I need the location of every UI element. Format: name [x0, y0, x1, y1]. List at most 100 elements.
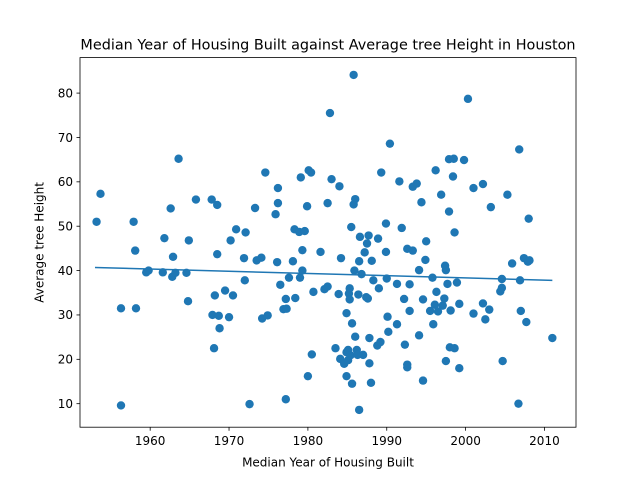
data-point-90: [347, 379, 357, 388]
data-point-66: [307, 350, 317, 359]
data-point-31: [228, 291, 238, 300]
data-point-176: [478, 179, 488, 189]
data-point-1: [96, 189, 105, 199]
data-point-74: [331, 344, 340, 353]
data-point-156: [440, 294, 449, 303]
data-point-41: [261, 168, 270, 177]
data-point-45: [273, 198, 283, 208]
data-point-118: [376, 337, 385, 347]
data-point-24: [213, 249, 222, 259]
data-point-57: [295, 273, 305, 282]
data-point-123: [383, 312, 392, 321]
data-point-42: [263, 311, 272, 320]
data-point-58: [296, 173, 305, 182]
data-point-139: [412, 179, 421, 188]
data-point-91: [347, 319, 357, 328]
data-point-43: [271, 210, 280, 219]
data-point-135: [405, 280, 414, 289]
data-point-23: [210, 291, 220, 300]
data-point-140: [414, 265, 424, 275]
data-point-65: [306, 168, 316, 177]
data-point-147: [425, 306, 435, 316]
data-point-63: [303, 371, 313, 381]
data-point-37: [250, 203, 260, 213]
data-point-111: [365, 333, 374, 343]
data-point-177: [478, 299, 488, 308]
data-point-100: [354, 405, 364, 415]
data-point-166: [449, 154, 458, 163]
plot-area-frame: [79, 57, 577, 428]
data-point-131: [400, 340, 410, 349]
data-point-44: [272, 257, 282, 267]
data-point-9: [158, 268, 167, 277]
data-point-117: [374, 284, 384, 293]
data-point-124: [384, 327, 393, 337]
x-tick-label-2010: 2010: [529, 434, 560, 448]
data-point-159: [441, 356, 451, 366]
data-point-145: [421, 255, 430, 265]
data-point-103: [357, 269, 366, 279]
data-point-186: [507, 259, 517, 268]
data-point-184: [498, 356, 507, 366]
data-point-81: [342, 371, 351, 381]
y-tick-label-10: 10: [58, 397, 73, 411]
data-point-179: [485, 305, 494, 314]
data-point-18: [184, 236, 194, 245]
data-point-178: [481, 315, 490, 324]
data-point-189: [515, 276, 525, 285]
x-axis-label: Median Year of Housing Built: [242, 456, 414, 470]
data-point-150: [430, 300, 440, 309]
data-point-55: [291, 293, 300, 303]
data-point-26: [214, 311, 223, 321]
data-point-0: [92, 217, 101, 226]
data-point-153: [433, 307, 443, 316]
data-point-121: [381, 219, 391, 228]
data-point-88: [346, 351, 355, 360]
data-point-151: [431, 166, 440, 175]
y-tick-label-60: 60: [58, 175, 73, 189]
data-point-120: [381, 247, 391, 257]
data-point-172: [459, 155, 469, 165]
chart-title: Median Year of Housing Built against Ave…: [80, 38, 575, 54]
data-point-127: [392, 320, 402, 329]
data-point-46: [273, 183, 283, 193]
data-point-87: [345, 295, 354, 304]
data-point-89: [347, 222, 356, 232]
data-point-51: [282, 304, 291, 313]
data-point-75: [334, 289, 343, 299]
data-point-182: [497, 283, 507, 293]
data-point-173: [463, 94, 473, 104]
points-layer: [92, 70, 557, 415]
y-tick-label-50: 50: [58, 220, 73, 234]
data-point-168: [450, 344, 459, 353]
data-point-53: [288, 257, 298, 266]
data-point-22: [209, 344, 219, 353]
data-point-17: [183, 296, 193, 306]
y-tick-label-80: 80: [58, 86, 73, 100]
trend-line: [94, 266, 553, 282]
data-point-15: [174, 154, 183, 163]
data-point-82: [342, 308, 351, 318]
data-point-21: [208, 310, 217, 320]
x-tick-label-2000: 2000: [450, 434, 481, 448]
data-point-68: [316, 247, 325, 257]
data-point-194: [524, 214, 533, 223]
data-point-175: [469, 309, 478, 318]
data-point-78: [336, 253, 346, 263]
data-point-32: [231, 225, 241, 234]
data-point-5: [131, 246, 140, 255]
data-point-185: [503, 190, 512, 199]
y-tick-label-30: 30: [58, 308, 73, 322]
data-point-107: [362, 239, 372, 248]
data-point-195: [525, 256, 534, 265]
data-point-52: [284, 273, 294, 282]
data-point-33: [239, 253, 249, 263]
data-point-119: [377, 168, 386, 177]
data-point-167: [450, 228, 459, 237]
data-point-104: [358, 350, 368, 360]
data-point-76: [335, 182, 344, 191]
data-point-196: [548, 333, 557, 343]
data-point-50: [281, 395, 291, 404]
data-point-99: [354, 290, 363, 299]
